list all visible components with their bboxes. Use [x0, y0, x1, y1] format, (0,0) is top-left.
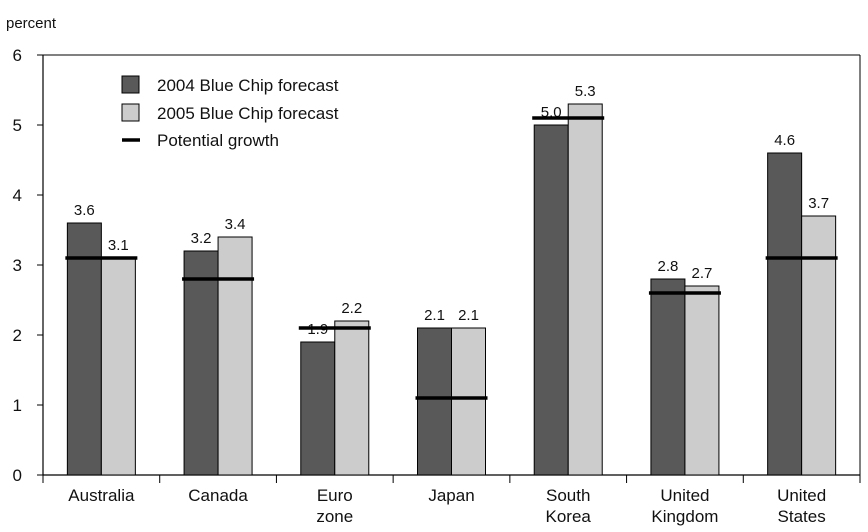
- category-label: States: [778, 507, 826, 526]
- bar-2005-forecast: [100, 257, 136, 476]
- bar-2005-forecast: [567, 103, 603, 476]
- y-axis-unit-label: percent: [6, 15, 57, 32]
- legend-label-2004: 2004 Blue Chip forecast: [157, 76, 339, 95]
- y-tick-label: 5: [13, 116, 22, 135]
- data-label-2005: 3.7: [808, 195, 829, 212]
- data-label-2004: 4.6: [774, 132, 795, 149]
- bar-2005-forecast: [684, 285, 720, 476]
- bar-2004-forecast: [66, 222, 102, 476]
- plot-area: 01234563.63.1Australia3.23.4Canada1.92.2…: [13, 46, 861, 526]
- y-tick-label: 4: [13, 186, 22, 205]
- data-label-2005: 5.3: [575, 83, 596, 100]
- data-label-2005: 3.1: [108, 237, 129, 254]
- data-label-2004: 3.6: [74, 202, 95, 219]
- y-tick-label: 3: [13, 256, 22, 275]
- bar-2004-forecast: [417, 327, 452, 476]
- bar-2005-forecast: [217, 236, 253, 476]
- data-label-2005: 3.4: [225, 216, 246, 233]
- bar-2005-forecast: [334, 320, 370, 476]
- category-label: Korea: [546, 507, 592, 526]
- bar-2005-forecast: [801, 215, 837, 476]
- y-tick-label: 2: [13, 326, 22, 345]
- bar-2004-forecast: [533, 124, 569, 476]
- category-label: South: [546, 486, 590, 505]
- category-label: Kingdom: [651, 507, 718, 526]
- data-label-2004: 3.2: [191, 230, 212, 247]
- legend-swatch-2005: [121, 103, 140, 122]
- data-label-2005: 2.2: [341, 300, 362, 317]
- category-label: zone: [316, 507, 353, 526]
- category-label: United: [777, 486, 826, 505]
- category-label: Canada: [188, 486, 248, 505]
- bar-2004-forecast: [650, 278, 686, 476]
- bar-2004-forecast: [767, 152, 803, 476]
- data-label-2004: 2.8: [657, 258, 678, 275]
- y-tick-label: 0: [13, 466, 22, 485]
- legend-swatch-2004: [121, 75, 140, 94]
- y-tick-label: 6: [13, 46, 22, 65]
- legend-label-potential-growth: Potential growth: [157, 131, 279, 150]
- data-label-2004: 2.1: [424, 307, 445, 324]
- category-label: United: [660, 486, 709, 505]
- category-label: Japan: [428, 486, 474, 505]
- category-label: Euro: [317, 486, 353, 505]
- category-label: Australia: [68, 486, 135, 505]
- bar-2004-forecast: [183, 250, 219, 476]
- bar-2004-forecast: [300, 341, 336, 476]
- legend-label-2005: 2005 Blue Chip forecast: [157, 104, 339, 123]
- y-tick-label: 1: [13, 396, 22, 415]
- data-label-2005: 2.7: [691, 265, 712, 282]
- data-label-2005: 2.1: [458, 307, 479, 324]
- bar-2005-forecast: [451, 327, 486, 476]
